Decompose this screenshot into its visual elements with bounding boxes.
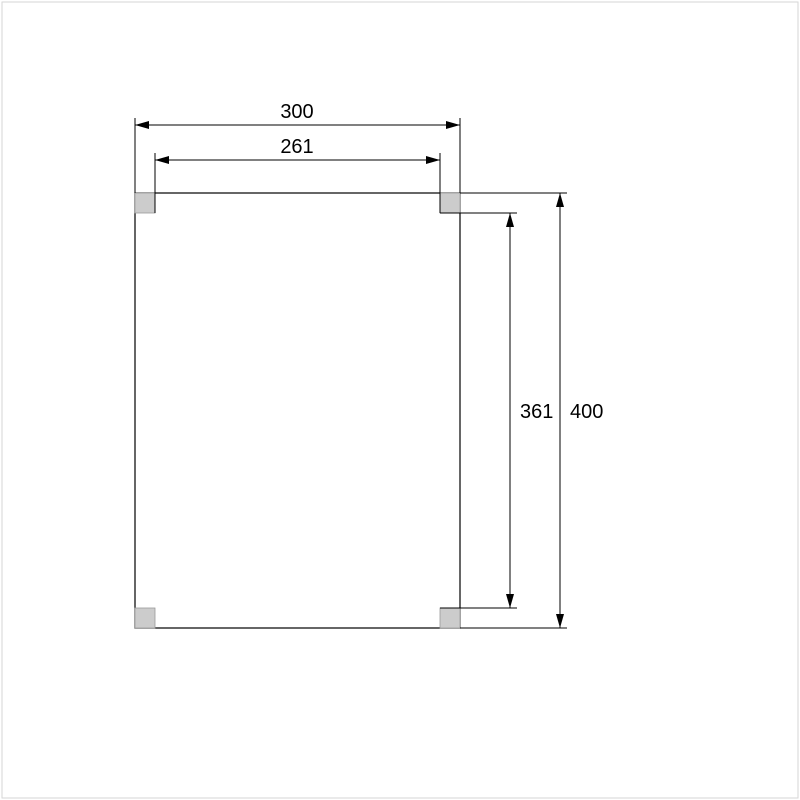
corner-tab-tr bbox=[440, 193, 460, 213]
plate-outline bbox=[135, 193, 460, 628]
dim-label-right-outer: 400 bbox=[570, 401, 603, 423]
dim-label-top-inner: 261 bbox=[280, 136, 313, 158]
dim-right-outer-arrow-bottom bbox=[556, 614, 564, 628]
dim-right-outer-arrow-top bbox=[556, 193, 564, 207]
dim-label-top-outer: 300 bbox=[280, 101, 313, 123]
dim-top-outer-arrow-right bbox=[446, 121, 460, 129]
dim-top-inner-arrow-right bbox=[426, 156, 440, 164]
technical-drawing: 300 261 361 400 bbox=[0, 0, 800, 800]
corner-tab-bl bbox=[135, 608, 155, 628]
dim-label-right-inner: 361 bbox=[520, 401, 553, 423]
dim-right-inner-arrow-bottom bbox=[506, 594, 514, 608]
dim-top-outer-arrow-left bbox=[135, 121, 149, 129]
corner-tab-tl bbox=[135, 193, 155, 213]
dim-top-inner-arrow-left bbox=[155, 156, 169, 164]
image-frame bbox=[2, 2, 798, 798]
corner-tab-br bbox=[440, 608, 460, 628]
dim-right-inner-arrow-top bbox=[506, 213, 514, 227]
